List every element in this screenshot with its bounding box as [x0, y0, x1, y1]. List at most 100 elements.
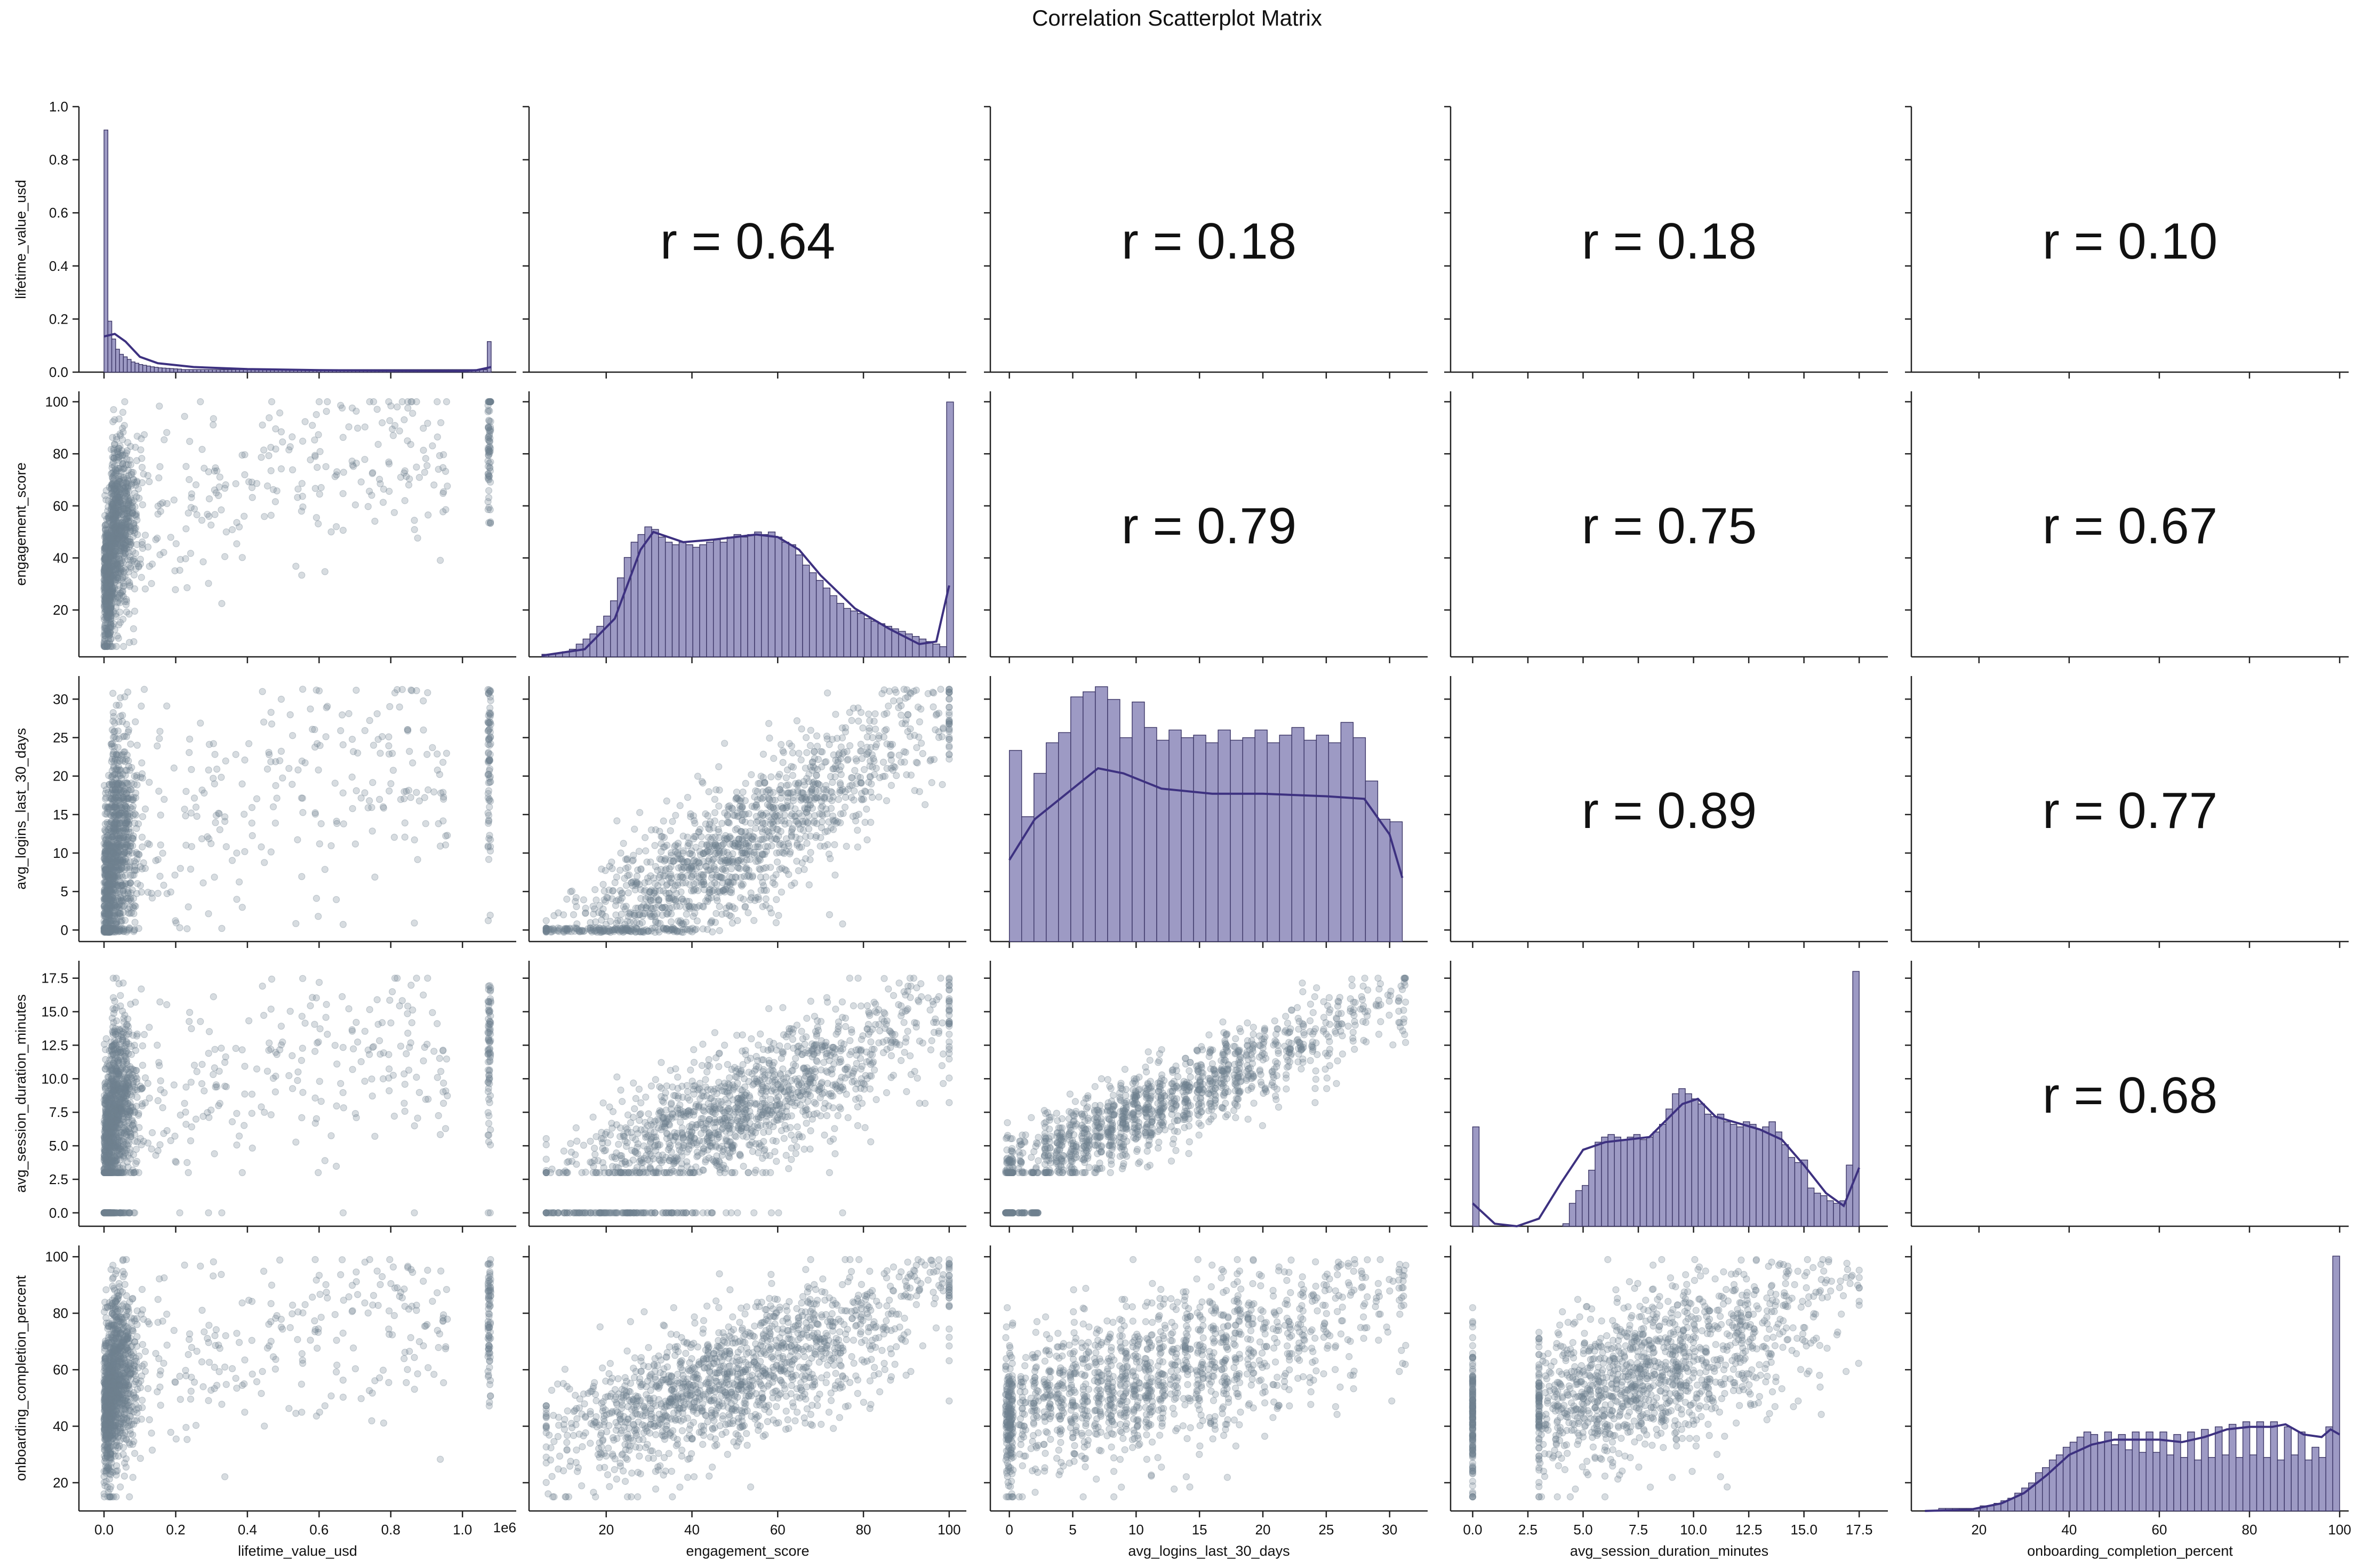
scatter-point — [485, 810, 491, 816]
scatter-point — [334, 469, 340, 475]
scatter-point — [743, 866, 750, 873]
scatter-point — [214, 766, 220, 773]
scatter-point — [411, 517, 418, 524]
scatter-point — [133, 513, 140, 520]
scatter-point — [747, 856, 753, 863]
scatter-point — [637, 809, 643, 816]
scatter-point — [807, 849, 814, 856]
scatter-point — [440, 509, 446, 515]
scatter-point — [561, 912, 567, 918]
correlation-label: r = 0.79 — [1122, 497, 1296, 554]
y-tick-label: 10.0 — [41, 1071, 68, 1087]
scatter-point — [388, 781, 394, 787]
histogram-bar — [645, 527, 652, 657]
scatter-point — [154, 743, 161, 749]
scatter-point — [487, 719, 493, 726]
y-tick-label: 0.2 — [49, 311, 68, 327]
scatter-point — [435, 466, 442, 472]
scatter-point — [860, 796, 867, 802]
scatter-point — [752, 787, 759, 794]
scatter-point — [705, 834, 711, 841]
histogram-bar — [189, 369, 193, 372]
scatter-point — [849, 782, 855, 788]
scatter-point — [668, 852, 675, 858]
scatter-point — [302, 419, 308, 425]
scatter-point — [114, 433, 120, 440]
scatter-point — [486, 796, 493, 802]
histogram-bar — [700, 545, 707, 657]
scatter-point — [429, 443, 436, 449]
y-axis-label: engagement_score — [13, 462, 29, 585]
scatter-point — [860, 725, 866, 731]
scatter-point — [896, 752, 902, 759]
scatter-point — [680, 929, 686, 936]
scatter-point — [366, 717, 373, 723]
scatter-point — [651, 889, 658, 896]
histogram-bar — [720, 542, 727, 657]
scatter-point — [800, 821, 806, 827]
scatter-point — [119, 756, 125, 762]
scatter-point — [191, 506, 198, 512]
scatter-point — [111, 463, 118, 469]
scatter-point — [592, 887, 598, 893]
scatter-point — [628, 928, 634, 935]
histogram-bar — [611, 601, 618, 657]
scatter-point — [139, 760, 145, 766]
histogram-bar — [1316, 735, 1328, 942]
scatter-point — [352, 502, 358, 508]
scatter-point — [324, 399, 331, 405]
scatter-point — [120, 835, 126, 841]
y-tick-label: 0.8 — [49, 152, 68, 168]
scatter-point — [183, 463, 189, 470]
panel-1-3: r = 0.75 — [1444, 391, 1888, 663]
scatter-point — [396, 704, 403, 710]
scatter-point — [685, 858, 691, 865]
scatter-point — [353, 460, 359, 467]
scatter-point — [370, 779, 376, 786]
scatter-point — [683, 904, 690, 911]
scatter-point — [828, 773, 834, 779]
scatter-point — [814, 733, 820, 739]
histogram-bar — [679, 542, 686, 657]
scatter-point — [254, 795, 260, 802]
scatter-point — [340, 434, 346, 440]
scatter-point — [759, 851, 766, 858]
histogram-bar — [837, 604, 844, 657]
scatter-point — [177, 556, 183, 562]
scatter-point — [794, 718, 800, 724]
scatter-point — [902, 695, 909, 702]
scatter-point — [118, 540, 124, 546]
scatter-point — [571, 912, 577, 918]
scatter-point — [623, 865, 629, 872]
scatter-point — [110, 480, 117, 487]
histogram-bar — [112, 339, 116, 372]
scatter-point — [671, 843, 678, 850]
scatter-point — [259, 688, 266, 695]
scatter-point — [121, 644, 127, 650]
y-tick-label: 100 — [45, 394, 68, 410]
scatter-point — [406, 482, 412, 488]
scatter-point — [118, 789, 124, 795]
scatter-point — [858, 748, 864, 754]
histogram-bar — [1304, 740, 1316, 942]
scatter-point — [164, 890, 170, 897]
histogram-bar — [1181, 738, 1194, 942]
scatter-point — [268, 512, 274, 519]
scatter-point — [266, 751, 273, 758]
scatter-point — [747, 828, 753, 834]
scatter-point — [424, 751, 430, 758]
scatter-point — [625, 890, 631, 896]
scatter-point — [824, 841, 831, 848]
scatter-point — [349, 806, 356, 812]
scatter-point — [299, 572, 305, 578]
scatter-point — [898, 712, 904, 718]
scatter-point — [102, 796, 109, 802]
scatter-point — [386, 459, 392, 465]
scatter-point — [421, 469, 428, 476]
histogram-bar — [483, 369, 487, 372]
scatter-point — [269, 399, 275, 405]
histogram-bar — [858, 614, 864, 657]
scatter-point — [819, 749, 826, 755]
scatter-point — [349, 774, 355, 781]
correlation-label: r = 0.89 — [1582, 782, 1757, 839]
